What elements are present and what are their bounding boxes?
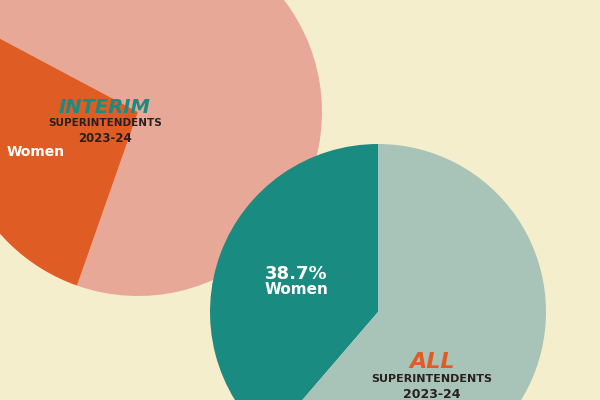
Text: 38.7%: 38.7%: [265, 265, 328, 283]
Text: Women: Women: [6, 145, 64, 159]
Wedge shape: [268, 144, 546, 400]
Wedge shape: [0, 26, 138, 286]
Text: Women: Women: [264, 282, 328, 297]
Text: SUPERINTENDENTS: SUPERINTENDENTS: [48, 118, 162, 128]
Wedge shape: [210, 144, 378, 400]
Text: 2023-24: 2023-24: [403, 388, 461, 400]
Text: ALL: ALL: [409, 352, 455, 372]
Text: INTERIM: INTERIM: [59, 98, 151, 117]
Text: SUPERINTENDENTS: SUPERINTENDENTS: [371, 374, 493, 384]
Wedge shape: [0, 0, 322, 296]
Text: 2023-24: 2023-24: [78, 132, 132, 145]
